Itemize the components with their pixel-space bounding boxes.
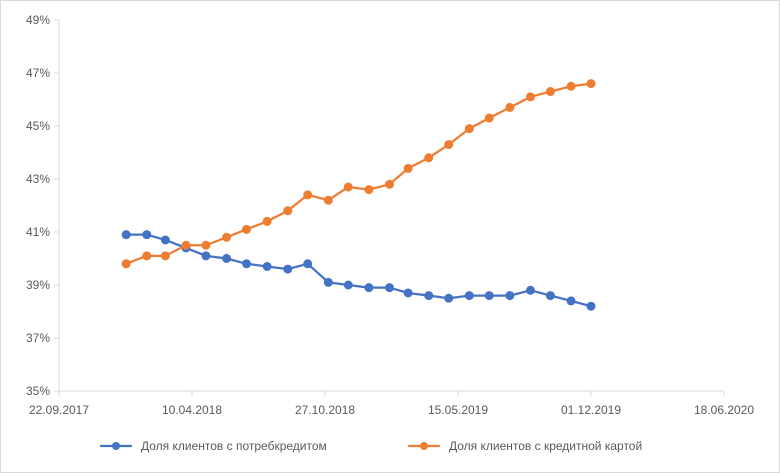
legend-marker (420, 442, 428, 450)
data-point (545, 291, 555, 301)
data-point (283, 264, 293, 274)
data-point (464, 124, 474, 134)
data-point (283, 206, 293, 216)
y-tick-label: 39% (26, 278, 50, 292)
data-point (403, 163, 413, 173)
x-tick-label: 15.05.2019 (428, 403, 488, 417)
data-point (586, 301, 596, 311)
data-point (424, 291, 434, 301)
series-1 (121, 230, 596, 311)
x-tick-label: 18.06.2020 (694, 403, 754, 417)
data-point (385, 283, 395, 293)
y-tick-label: 45% (26, 119, 50, 133)
data-point (242, 224, 252, 234)
series-line (125, 82, 593, 265)
data-point (364, 283, 374, 293)
data-point (525, 92, 535, 102)
data-point (403, 288, 413, 298)
data-point (323, 277, 333, 287)
y-tick-label: 43% (26, 172, 50, 186)
data-point (303, 259, 313, 269)
data-point (142, 251, 152, 261)
legend-marker (112, 442, 120, 450)
y-tick-label: 49% (26, 13, 50, 27)
data-point (484, 113, 494, 123)
data-point (586, 79, 596, 89)
data-point (160, 251, 170, 261)
data-point (222, 232, 232, 242)
legend: Доля клиентов с потребкредитом Доля клиен… (99, 439, 642, 453)
legend-label: Доля клиентов с кредитной картой (449, 439, 642, 453)
data-point (201, 251, 211, 261)
series-group (121, 79, 596, 311)
data-point (566, 296, 576, 306)
data-point (343, 280, 353, 290)
data-point (364, 185, 374, 195)
y-tick-label: 37% (26, 331, 50, 345)
data-point (262, 216, 272, 226)
data-point (181, 240, 191, 250)
x-tick-label: 27.10.2018 (295, 403, 355, 417)
legend-label: Доля клиентов с потребкредитом (141, 439, 327, 453)
data-point (545, 87, 555, 97)
data-point (505, 291, 515, 301)
data-point (525, 285, 535, 295)
data-point (262, 261, 272, 271)
legend-item: Доля клиентов с потребкредитом (99, 439, 327, 453)
data-point (323, 195, 333, 205)
data-point (343, 182, 353, 192)
x-tick-label: 22.09.2017 (29, 403, 89, 417)
series-2 (121, 79, 596, 269)
data-point (121, 230, 131, 240)
data-point (303, 190, 313, 200)
data-point (464, 291, 474, 301)
y-tick-label: 47% (26, 66, 50, 80)
legend-item: Доля клиентов с кредитной картой (407, 439, 642, 453)
y-tick-label: 41% (26, 225, 50, 239)
x-tick-label: 01.12.2019 (561, 403, 621, 417)
data-point (444, 140, 454, 150)
data-point (505, 102, 515, 112)
data-point (222, 254, 232, 263)
axes: 35% 37% 39% 41% 43% 45% 47% 49% 22.09.2017 10.04.… (26, 13, 754, 417)
data-point (121, 259, 131, 269)
data-point (242, 259, 252, 269)
data-point (385, 179, 395, 189)
data-point (160, 235, 170, 245)
data-point (444, 293, 454, 303)
x-tick-label: 10.04.2018 (162, 403, 222, 417)
data-point (201, 240, 211, 250)
data-point (566, 81, 576, 91)
data-point (424, 153, 434, 163)
y-tick-label: 35% (26, 384, 50, 398)
data-point (484, 291, 494, 301)
data-point (142, 230, 152, 240)
